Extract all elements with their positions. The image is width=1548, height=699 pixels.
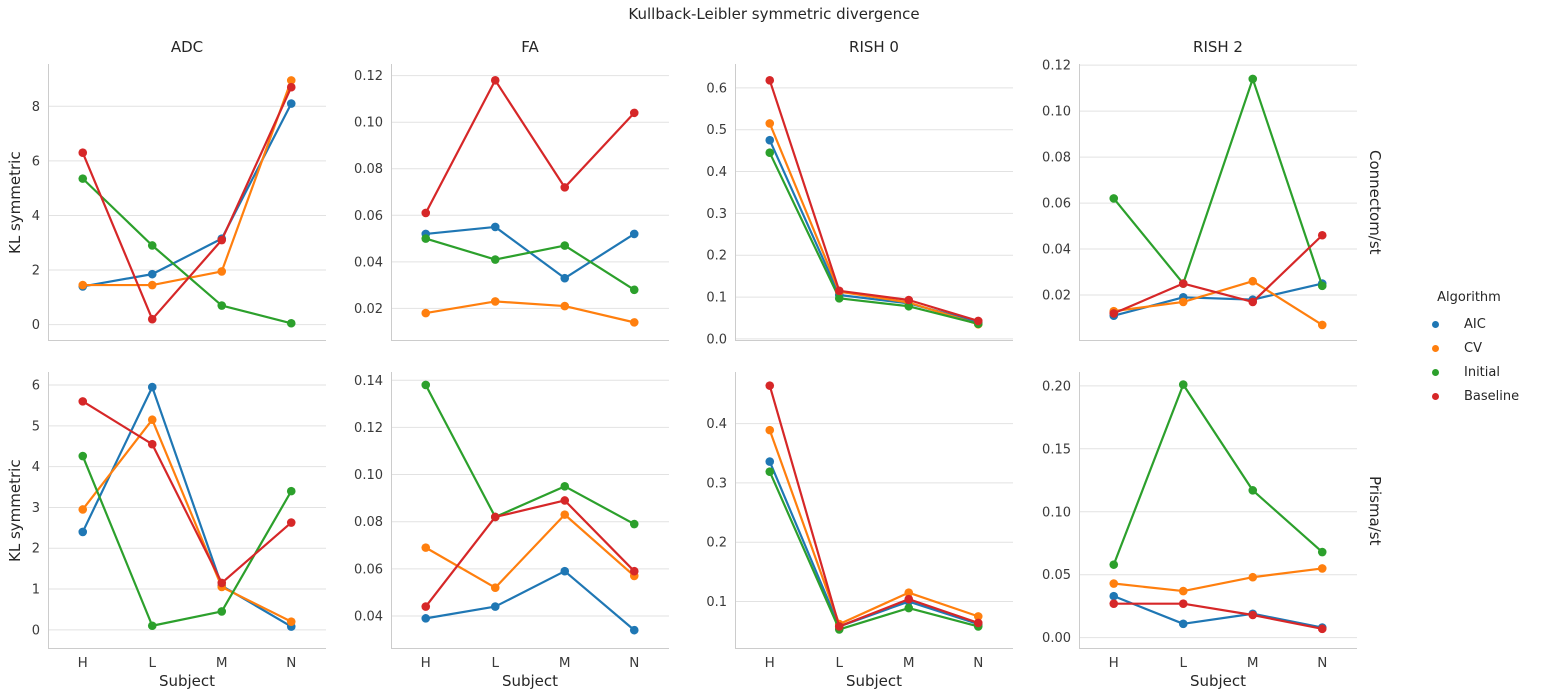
svg-text:0.08: 0.08: [354, 515, 383, 530]
col-title-adc: ADC: [170, 38, 204, 56]
legend-marker-initial-icon: [1432, 368, 1439, 376]
svg-text:M: M: [216, 655, 228, 671]
chart-connectom-adc: 0 2 4 6 8: [32, 64, 326, 341]
svg-text:L: L: [491, 655, 499, 671]
svg-text:0.06: 0.06: [1042, 197, 1071, 212]
col-title-rish0: RISH 0: [849, 38, 899, 56]
svg-text:0.04: 0.04: [354, 609, 383, 624]
legend-marker-cv-icon: [1432, 344, 1439, 352]
svg-text:0.20: 0.20: [1042, 379, 1071, 394]
svg-text:0.04: 0.04: [354, 255, 383, 270]
svg-text:0.1: 0.1: [706, 595, 727, 610]
svg-text:M: M: [1247, 655, 1259, 671]
svg-text:6: 6: [32, 379, 40, 394]
svg-text:0.15: 0.15: [1042, 442, 1071, 457]
x-axis-label-rish0: Subject: [845, 672, 903, 690]
svg-text:0.12: 0.12: [1042, 59, 1071, 74]
svg-text:0: 0: [32, 623, 40, 638]
svg-text:2: 2: [32, 542, 40, 557]
svg-text:0.02: 0.02: [354, 302, 383, 317]
figure-title: Kullback-Leibler symmetric divergence: [628, 5, 920, 23]
svg-text:N: N: [1317, 655, 1327, 671]
svg-text:0.05: 0.05: [1042, 568, 1071, 583]
svg-text:5: 5: [32, 419, 40, 434]
svg-text:0.04: 0.04: [1042, 243, 1071, 258]
svg-text:L: L: [835, 655, 843, 671]
svg-text:H: H: [421, 655, 431, 671]
svg-text:6: 6: [32, 154, 40, 169]
svg-text:0.2: 0.2: [706, 536, 727, 551]
svg-text:0.12: 0.12: [354, 69, 383, 84]
svg-text:0.4: 0.4: [706, 417, 727, 432]
svg-text:0.02: 0.02: [1042, 289, 1071, 304]
chart-connectom-rish0: 0.0 0.1 0.2 0.3 0.4 0.5 0.6: [706, 64, 1013, 347]
svg-text:N: N: [629, 655, 639, 671]
legend-entry-initial: Initial: [1424, 360, 1536, 384]
svg-text:0.14: 0.14: [354, 374, 383, 389]
y-axis-label-bottom-row: KL symmetric: [6, 459, 24, 562]
y-axis-label-top-row: KL symmetric: [6, 151, 24, 254]
svg-text:N: N: [286, 655, 296, 671]
svg-text:N: N: [973, 655, 983, 671]
svg-text:8: 8: [32, 100, 40, 115]
svg-text:0.12: 0.12: [354, 421, 383, 436]
svg-text:0.08: 0.08: [354, 162, 383, 177]
col-title-fa: FA: [521, 38, 539, 56]
svg-text:L: L: [1179, 655, 1187, 671]
chart-prisma-rish0: 0.1 0.2 0.3 0.4 H L M N: [706, 372, 1013, 671]
row-label-connectom: Connectom/st: [1366, 150, 1384, 255]
x-axis-label-fa: Subject: [501, 672, 559, 690]
chart-connectom-fa: 0.02 0.04 0.06 0.08 0.10 0.12: [354, 64, 669, 341]
svg-text:0: 0: [32, 318, 40, 333]
svg-text:0.08: 0.08: [1042, 151, 1071, 166]
svg-text:0.10: 0.10: [354, 468, 383, 483]
svg-text:0.0: 0.0: [706, 332, 727, 347]
svg-text:0.4: 0.4: [706, 165, 727, 180]
svg-text:H: H: [78, 655, 88, 671]
svg-text:0.5: 0.5: [706, 123, 727, 138]
svg-text:0.1: 0.1: [706, 291, 727, 306]
legend-label-initial: Initial: [1464, 364, 1500, 380]
legend-marker-aic-icon: [1432, 320, 1439, 328]
svg-text:0.10: 0.10: [1042, 505, 1071, 520]
chart-prisma-rish2: 0.00 0.05 0.10 0.15 0.20 H L M N: [1042, 372, 1357, 671]
legend-label-baseline: Baseline: [1464, 388, 1520, 404]
row-label-prisma: Prisma/st: [1366, 475, 1384, 546]
svg-text:3: 3: [32, 501, 40, 516]
chart-prisma-adc: 0 1 2 3 4 5 6 H L M N: [32, 372, 326, 671]
svg-text:L: L: [148, 655, 156, 671]
chart-connectom-rish2: 0.02 0.04 0.06 0.08 0.10 0.12: [1042, 59, 1357, 341]
legend-title: Algorithm: [1437, 290, 1501, 305]
svg-text:0.10: 0.10: [1042, 105, 1071, 120]
legend-entry-cv: CV: [1424, 336, 1536, 360]
col-title-rish2: RISH 2: [1193, 38, 1243, 56]
legend-label-cv: CV: [1464, 340, 1482, 356]
svg-text:0.3: 0.3: [706, 207, 727, 222]
legend-marker-baseline-icon: [1432, 392, 1439, 400]
svg-text:0.2: 0.2: [706, 249, 727, 264]
svg-text:0.3: 0.3: [706, 476, 727, 491]
svg-text:H: H: [1109, 655, 1119, 671]
legend: Algorithm AIC CV Initial Baseline: [1424, 290, 1536, 408]
svg-text:0.6: 0.6: [706, 81, 727, 96]
svg-text:4: 4: [32, 460, 40, 475]
svg-text:M: M: [559, 655, 571, 671]
svg-text:H: H: [765, 655, 775, 671]
x-axis-label-adc: Subject: [158, 672, 216, 690]
legend-entry-baseline: Baseline: [1424, 384, 1536, 408]
svg-text:M: M: [903, 655, 915, 671]
svg-text:0.00: 0.00: [1042, 631, 1071, 646]
svg-text:1: 1: [32, 583, 40, 598]
svg-text:0.06: 0.06: [354, 562, 383, 577]
legend-entry-aic: AIC: [1424, 312, 1536, 336]
svg-text:2: 2: [32, 264, 40, 279]
chart-prisma-fa: 0.04 0.06 0.08 0.10 0.12 0.14 H L M N: [354, 372, 669, 671]
svg-text:0.10: 0.10: [354, 116, 383, 131]
legend-label-aic: AIC: [1464, 316, 1486, 332]
svg-text:0.06: 0.06: [354, 209, 383, 224]
svg-text:4: 4: [32, 209, 40, 224]
x-axis-label-rish2: Subject: [1189, 672, 1247, 690]
